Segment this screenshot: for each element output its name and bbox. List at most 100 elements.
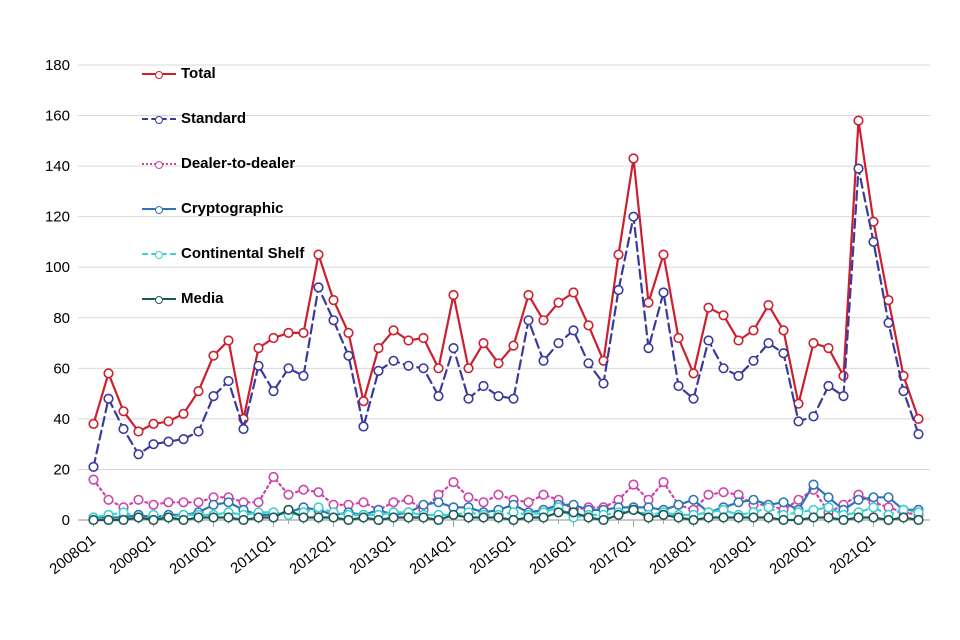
y-axis-tick-label: 40	[53, 411, 70, 428]
data-point-standard	[673, 380, 684, 392]
data-point-total	[748, 325, 759, 336]
data-point-continental-shelf	[823, 502, 834, 513]
data-point-total	[283, 327, 294, 339]
media-marker-icon	[155, 295, 163, 304]
y-axis-tick-label: 100	[45, 259, 70, 276]
data-point-dealer-to-dealer	[493, 489, 504, 500]
data-point-standard	[628, 211, 639, 222]
legend-label: Media	[181, 290, 224, 307]
data-point-total	[673, 332, 684, 344]
data-point-standard	[688, 393, 699, 404]
data-point-continental-shelf	[313, 502, 324, 513]
data-point-standard	[478, 380, 489, 392]
x-axis-tick-label: 2017Q1	[586, 532, 639, 578]
data-point-standard	[343, 350, 354, 361]
data-point-media	[883, 514, 894, 526]
x-axis-tick-label: 2018Q1	[646, 532, 699, 578]
data-point-total	[883, 295, 894, 306]
legend-label: Total	[181, 65, 216, 82]
data-point-dealer-to-dealer	[478, 497, 489, 508]
data-point-standard	[238, 423, 249, 435]
data-point-total	[418, 332, 429, 344]
data-point-media	[838, 514, 849, 526]
data-point-dealer-to-dealer	[313, 487, 324, 498]
data-point-total	[823, 343, 834, 354]
data-point-continental-shelf	[763, 502, 774, 513]
data-point-media	[598, 514, 609, 526]
data-point-dealer-to-dealer	[463, 492, 474, 503]
data-point-dealer-to-dealer	[388, 497, 399, 508]
data-point-cryptographic	[418, 499, 429, 510]
legend-item-dealer-to-dealer: Dealer-to-dealer	[142, 141, 304, 186]
data-point-dealer-to-dealer	[178, 497, 189, 508]
data-point-standard	[718, 363, 729, 374]
data-point-total	[538, 315, 549, 326]
data-point-standard	[103, 393, 114, 404]
data-point-standard	[223, 375, 234, 387]
legend-item-media: Media	[142, 276, 304, 321]
data-point-standard	[373, 365, 384, 377]
data-point-media	[268, 512, 279, 523]
data-point-standard	[298, 370, 309, 382]
data-point-standard	[583, 358, 594, 369]
data-point-dealer-to-dealer	[193, 497, 204, 508]
data-point-total	[493, 358, 504, 369]
legend-item-total: Total	[142, 51, 304, 96]
data-point-standard	[568, 325, 579, 336]
data-point-total	[463, 363, 474, 374]
data-point-total	[343, 327, 354, 339]
data-point-standard	[148, 439, 159, 450]
legend-label: Cryptographic	[181, 200, 284, 217]
data-point-media	[718, 512, 729, 523]
data-point-dealer-to-dealer	[793, 494, 804, 505]
data-point-total	[223, 335, 234, 346]
data-point-media	[553, 507, 564, 518]
series-line-standard	[92, 167, 920, 468]
data-point-media	[328, 512, 339, 523]
data-point-media	[538, 512, 549, 523]
data-point-total	[853, 115, 864, 126]
data-point-media	[223, 512, 234, 523]
data-point-media	[613, 509, 624, 521]
data-point-standard	[733, 370, 744, 382]
data-point-cryptographic	[208, 499, 219, 510]
data-point-total	[373, 343, 384, 354]
y-axis-tick-label: 160	[45, 108, 70, 125]
data-point-dealer-to-dealer	[538, 489, 549, 500]
data-point-media	[358, 512, 369, 523]
data-point-media	[103, 514, 114, 526]
data-point-standard	[553, 338, 564, 349]
data-point-media	[673, 512, 684, 523]
data-point-media	[208, 512, 219, 523]
x-axis-tick-label: 2016Q1	[526, 532, 579, 578]
data-point-standard	[703, 335, 714, 346]
data-point-total	[103, 368, 114, 379]
data-point-standard	[778, 348, 789, 359]
total-line-sample	[142, 70, 176, 79]
data-point-dealer-to-dealer	[628, 479, 639, 490]
data-point-standard	[898, 386, 909, 397]
legend-label: Continental Shelf	[181, 245, 305, 262]
legend-label: Dealer-to-dealer	[181, 155, 296, 172]
data-point-total	[553, 297, 564, 308]
data-point-media	[778, 514, 789, 526]
data-point-media	[253, 512, 264, 523]
data-point-media	[763, 512, 774, 523]
data-point-total	[448, 289, 459, 301]
data-point-media	[793, 514, 804, 526]
data-point-standard	[853, 163, 864, 174]
data-point-total	[808, 338, 819, 349]
data-point-standard	[418, 363, 429, 374]
data-point-standard	[763, 338, 774, 349]
data-point-media	[448, 509, 459, 521]
data-point-total	[403, 335, 414, 346]
data-point-total	[733, 335, 744, 346]
data-point-media	[568, 507, 579, 518]
data-point-media	[658, 509, 669, 521]
data-point-media	[313, 512, 324, 523]
legend-item-standard: Standard	[142, 96, 304, 141]
data-point-cryptographic	[748, 494, 759, 505]
data-point-standard	[748, 355, 759, 366]
data-point-standard	[808, 411, 819, 422]
data-point-media	[373, 514, 384, 526]
